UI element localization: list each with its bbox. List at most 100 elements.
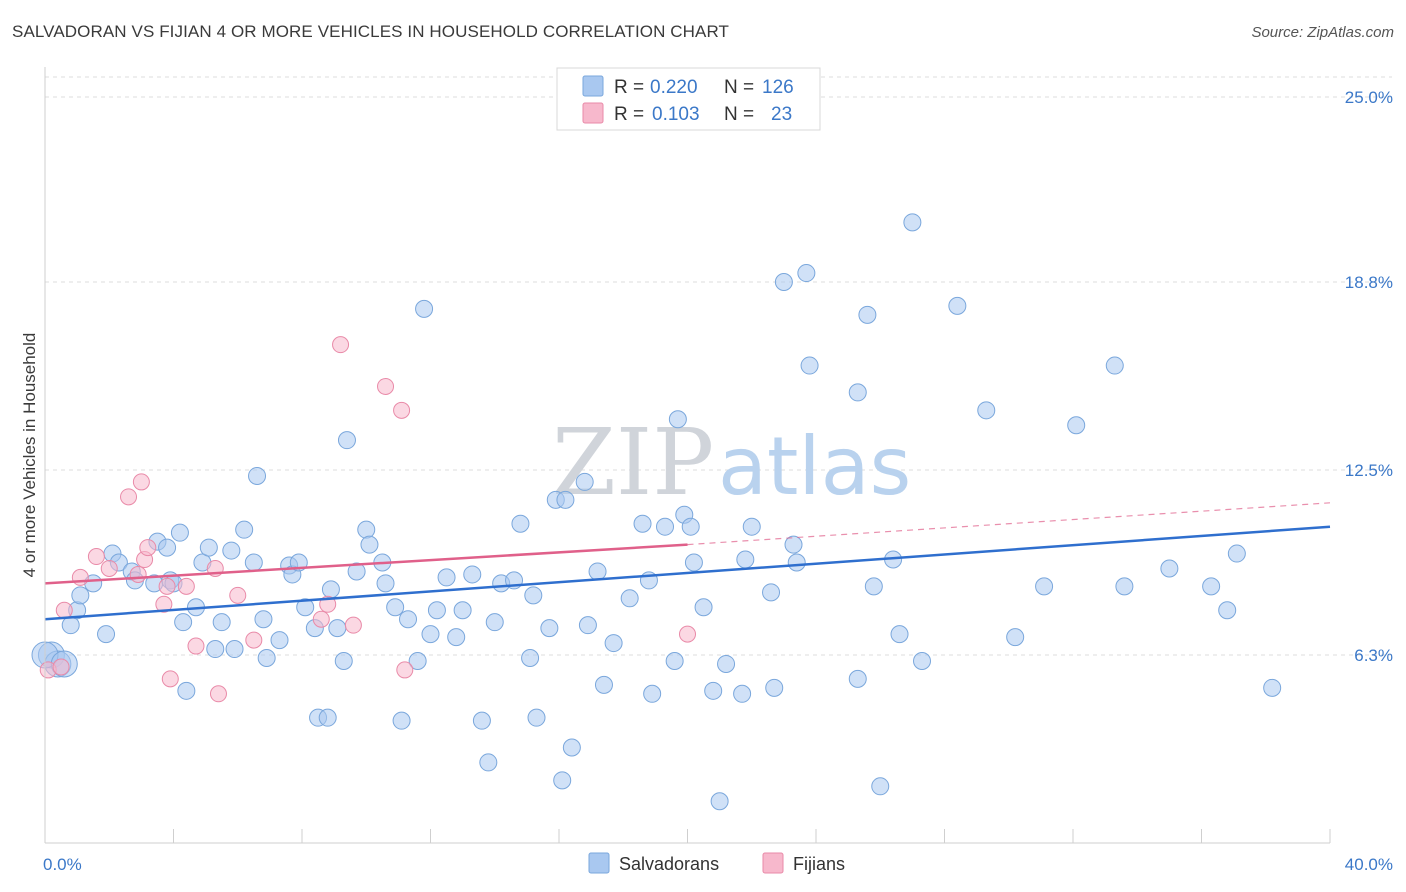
fijian-point [393,401,411,419]
salvadoran-point [257,648,276,667]
salvadoran-point [485,613,504,632]
legend-swatch-salvadorans [582,75,604,97]
salvadoran-point [848,669,867,688]
fijian-point [209,685,227,703]
salvadoran-point [578,616,597,635]
salvadoran-point [848,383,867,402]
salvadoran-point [864,577,883,596]
fijian-point [129,565,147,583]
salvadoran-point [787,553,806,572]
salvadoran-point [463,565,482,584]
salvadoran-point [1218,601,1237,620]
salvadoran-point [710,792,729,811]
legend-r-label-2: R = [614,104,644,125]
salvadoran-point [1227,544,1246,563]
fijian-point [120,488,138,506]
fijian-point [132,473,150,491]
y-tick-label: 18.8% [1345,273,1393,292]
fijians-trend-extension [687,502,1331,546]
salvadoran-point [1115,577,1134,596]
salvadoran-point [222,541,241,560]
salvadoran-point [347,562,366,581]
salvadoran-point [321,580,340,599]
salvadoran-point [524,586,543,605]
trend-lines [44,502,1331,621]
fijians-trend-line [44,543,688,585]
salvadoran-point [704,681,723,700]
salvadoran-point [903,213,922,232]
salvadoran-point [386,598,405,617]
salvadoran-point [328,619,347,638]
salvadoran-point [977,401,996,420]
salvadoran-point [890,625,909,644]
salvadoran-point [797,264,816,283]
salvadoran-point [556,490,575,509]
salvadoran-point [858,305,877,324]
salvadoran-point [553,771,572,790]
salvadoran-point [668,410,687,429]
salvadoran-point [177,681,196,700]
salvadoran-point [1105,356,1124,375]
legend-n-label-2: N = [724,104,754,125]
salvadoran-point [206,640,225,659]
salvadoran-point [1202,577,1221,596]
salvadoran-point [174,613,193,632]
salvadoran-point [318,708,337,727]
salvadoran-point [427,601,446,620]
watermark-zip: ZIP [552,409,714,516]
fijian-point [158,577,176,595]
salvadoran-point [733,684,752,703]
salvadoran-point [472,711,491,730]
salvadoran-point [337,431,356,450]
salvadoran-point [665,651,684,670]
salvadoran-point [717,654,736,673]
salvadoran-point [170,523,189,542]
salvadoran-point [212,613,231,632]
salvadoran-point [588,562,607,581]
salvadoran-point [527,708,546,727]
fijian-point [245,631,263,649]
salvadoran-point [357,520,376,539]
fijian-point [100,559,118,577]
salvadoran-point [511,514,530,533]
x-tick-label-max: 40.0% [1345,855,1393,874]
fijian-point [312,610,330,628]
salvadoran-point [225,640,244,659]
salvadoran-point [656,517,675,536]
salvadoran-point [270,631,289,650]
legend-swatch-fijians [582,102,604,124]
fijian-point [55,601,73,619]
fijian-point [161,670,179,688]
salvadoran-point [244,553,263,572]
salvadoran-point [684,553,703,572]
fijian-point [87,548,105,566]
salvadoran-point [620,589,639,608]
salvadoran-point [437,568,456,587]
salvadoran-point [1006,628,1025,647]
x-tick-label-min: 0.0% [43,855,82,874]
salvadoran-point [633,514,652,533]
fijian-point [396,661,414,679]
fijian-point [155,595,173,613]
salvadoran-point [376,574,395,593]
salvadoran-point [736,550,755,569]
legend-n-value-1: 126 [762,77,794,98]
legend-r-value-2: 0.103 [652,104,700,125]
y-tick-label: 25.0% [1345,88,1393,107]
salvadoran-point [334,651,353,670]
salvadoran-point [562,738,581,757]
stats-legend: R = 0.220 N = 126 R = 0.103 N = 23 [556,67,821,131]
bottom-legend-label-salvadorans: Salvadorans [619,854,719,874]
legend-r-value-1: 0.220 [650,77,698,98]
axes: 6.3% 12.5% 18.8% 25.0% 0.0% 40.0% [43,67,1393,874]
legend-n-value-2: 23 [771,104,792,125]
y-tick-label: 12.5% [1345,461,1393,480]
salvadoran-point [784,535,803,554]
salvadoran-point [681,517,700,536]
salvadoran-point [1160,559,1179,578]
salvadoran-point [453,601,472,620]
fijian-point [229,586,247,604]
salvadoran-point [408,651,427,670]
salvadoran-point [1067,416,1086,435]
fijian-point [177,577,195,595]
